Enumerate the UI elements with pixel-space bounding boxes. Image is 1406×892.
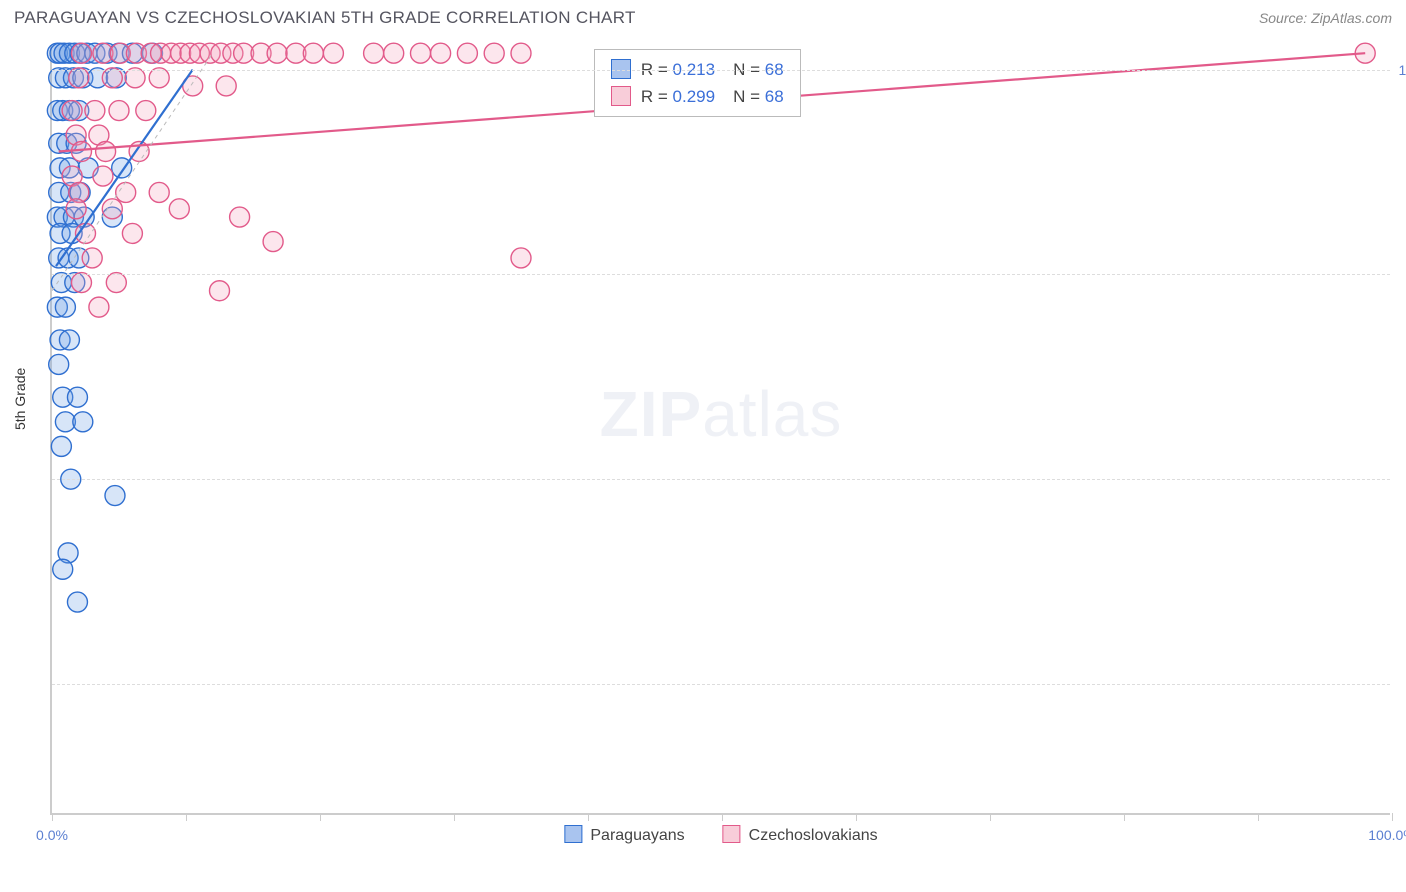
data-point [169,199,189,219]
stats-row: R = 0.299 N = 68 [611,83,784,110]
x-tick [722,813,723,821]
gridline [52,70,1390,71]
data-point [82,248,102,268]
data-point [116,182,136,202]
data-point [105,486,125,506]
data-point [93,166,113,186]
data-point [71,273,91,293]
n-value: 68 [765,87,784,106]
data-point [67,592,87,612]
chart-plot-area: ZIPatlas R = 0.213N = 68R = 0.299N = 68 … [50,45,1390,815]
data-point [136,101,156,121]
data-point [263,232,283,252]
data-point [106,273,126,293]
x-tick [1392,813,1393,821]
data-point [230,207,250,227]
x-tick [588,813,589,821]
data-point [384,43,404,63]
r-value: 0.299 [673,87,716,106]
chart-header: PARAGUAYAN VS CZECHOSLOVAKIAN 5TH GRADE … [0,0,1406,32]
x-tick [990,813,991,821]
series-legend: Paraguayans Czechoslovakians [564,825,877,845]
x-tick [1124,813,1125,821]
x-tick [186,813,187,821]
data-point [51,436,71,456]
scatter-svg [52,45,1390,813]
chart-title: PARAGUAYAN VS CZECHOSLOVAKIAN 5TH GRADE … [14,8,636,28]
data-point [96,141,116,161]
data-point [364,43,384,63]
x-tick [320,813,321,821]
data-point [53,559,73,579]
data-point [484,43,504,63]
x-tick [1258,813,1259,821]
data-point [49,354,69,374]
data-point [109,101,129,121]
data-point [67,387,87,407]
chart-source: Source: ZipAtlas.com [1259,10,1392,26]
data-point [85,101,105,121]
x-tick [856,813,857,821]
data-point [71,141,91,161]
data-point [55,297,75,317]
data-point [62,101,82,121]
legend-swatch [564,825,582,843]
data-point [431,43,451,63]
data-point [149,68,169,88]
legend-item: Czechoslovakians [723,825,878,845]
gridline [52,479,1390,480]
data-point [267,43,287,63]
legend-swatch [723,825,741,843]
data-point [511,43,531,63]
data-point [73,412,93,432]
x-tick-label: 100.0% [1368,827,1406,843]
data-point [210,281,230,301]
data-point [411,43,431,63]
legend-label: Czechoslovakians [749,827,878,844]
legend-swatch [611,86,631,106]
data-point [122,223,142,243]
data-point [303,43,323,63]
gridline [52,684,1390,685]
y-axis-label: 5th Grade [12,368,28,430]
data-point [69,68,89,88]
data-point [511,248,531,268]
data-point [216,76,236,96]
legend-item: Paraguayans [564,825,684,845]
legend-label: Paraguayans [590,827,684,844]
r-label: R = [641,87,673,106]
correlation-stats-box: R = 0.213N = 68R = 0.299N = 68 [594,49,801,117]
data-point [457,43,477,63]
data-point [59,330,79,350]
data-point [66,199,86,219]
x-tick [52,813,53,821]
data-point [149,182,169,202]
data-point [89,297,109,317]
data-point [323,43,343,63]
y-tick-label: 100.0% [1399,62,1406,78]
data-point [71,43,91,63]
x-tick [454,813,455,821]
data-point [102,68,122,88]
data-point [125,68,145,88]
n-label: N = [733,87,765,106]
gridline [52,274,1390,275]
x-tick-label: 0.0% [36,827,68,843]
